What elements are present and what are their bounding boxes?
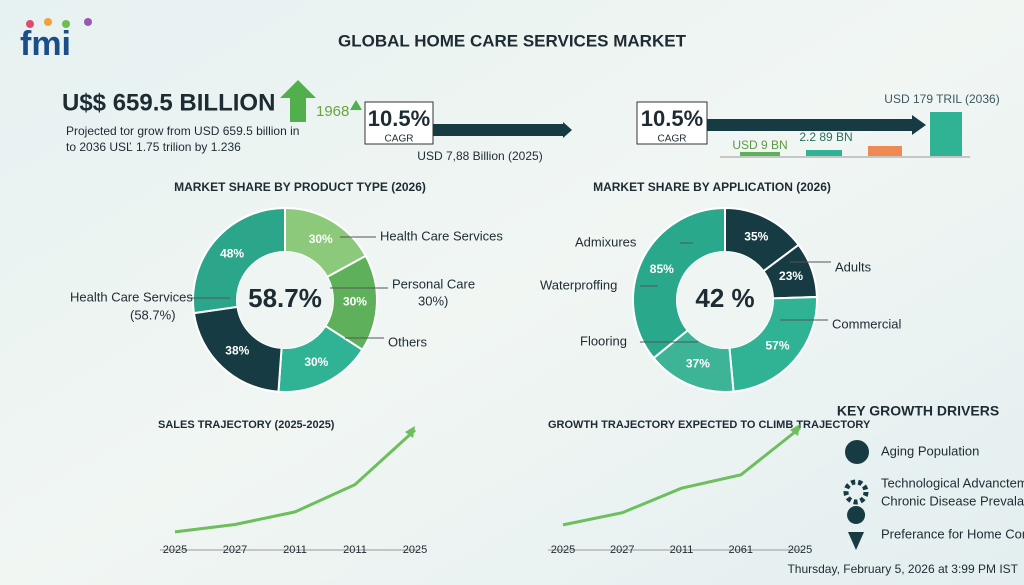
cagr-arrow bbox=[563, 122, 572, 138]
cagr-box bbox=[364, 101, 434, 145]
arrow-head bbox=[405, 426, 415, 438]
x-tick-label: 2011 bbox=[670, 544, 694, 556]
segment-label: 38% bbox=[225, 343, 249, 357]
small-arrow bbox=[350, 100, 362, 110]
x-tick-label: 2025 bbox=[163, 544, 187, 556]
cagr-label: CAGR bbox=[385, 134, 414, 145]
bar bbox=[740, 152, 780, 156]
center-label: 42 % bbox=[695, 283, 754, 313]
center-label: 58.7% bbox=[248, 283, 322, 313]
callout-label: Admixures bbox=[575, 234, 637, 249]
chart-title: MARKET SHARE BY APPLICATION (2026) bbox=[593, 180, 831, 194]
drivers-title: KEY GROWTH DRIVERS bbox=[837, 403, 999, 419]
footer: Thursday, February 5, 2026 at 3:99 PM IS… bbox=[787, 562, 1018, 576]
chart-title: GROWTH TRAJECTORY EXPECTED TO CLIMB TRAJ… bbox=[548, 419, 871, 431]
callout-label: Waterproffing bbox=[540, 277, 617, 292]
callout-label: Personal Care bbox=[392, 276, 475, 291]
up-arrow bbox=[280, 80, 316, 122]
page-title: GLOBAL HOME CARE SERVICES MARKET bbox=[338, 31, 687, 50]
description: Projected tor grow from USD 659.5 billio… bbox=[66, 124, 299, 138]
bar-label: 2.2 89 BN bbox=[799, 130, 852, 144]
segment-label: 37% bbox=[686, 357, 710, 371]
cagr-label: CAGR bbox=[658, 134, 687, 145]
logo-dot bbox=[44, 18, 52, 26]
x-tick-label: 2025 bbox=[788, 544, 812, 556]
top-label: USD 179 TRIL (2036) bbox=[884, 92, 999, 106]
callout-label: Health Care Services bbox=[380, 228, 503, 243]
logo-dot bbox=[84, 18, 92, 26]
bar bbox=[806, 150, 842, 156]
cagr-arrow bbox=[912, 115, 926, 135]
callout-label: 30%) bbox=[418, 293, 448, 308]
callout-label: Adults bbox=[835, 259, 872, 274]
segment-label: 85% bbox=[650, 262, 674, 276]
x-tick-label: 2061 bbox=[729, 544, 753, 556]
segment-label: 30% bbox=[304, 355, 328, 369]
segment-label: 57% bbox=[765, 338, 789, 352]
icon bbox=[845, 440, 869, 464]
logo: fmi bbox=[20, 25, 71, 63]
icon bbox=[843, 479, 869, 505]
x-tick-label: 2011 bbox=[343, 544, 367, 556]
x-tick-label: 2027 bbox=[610, 544, 634, 556]
callout-label: Others bbox=[388, 334, 428, 349]
description: to 2036 USĽ 1.75 trilion by 1.236 bbox=[66, 140, 241, 154]
bar bbox=[930, 112, 962, 156]
cagr-value: 10.5% bbox=[641, 106, 703, 131]
x-tick-label: 2025 bbox=[551, 544, 575, 556]
logo-dot bbox=[62, 20, 70, 28]
driver: Technological Advanctem bbox=[881, 475, 1024, 490]
segment-label: 30% bbox=[343, 295, 367, 309]
chart-title: SALES TRAJECTORY (2025-2025) bbox=[158, 419, 335, 431]
bar bbox=[868, 146, 902, 156]
x-tick-label: 2027 bbox=[223, 544, 247, 556]
icon bbox=[847, 506, 866, 550]
bar-label: USD 9 BN bbox=[732, 138, 787, 152]
segment-label: 23% bbox=[779, 269, 803, 283]
donut-hole bbox=[677, 252, 773, 348]
segment-label: 48% bbox=[220, 246, 244, 260]
logo-dot bbox=[26, 20, 34, 28]
driver: Aging Population bbox=[881, 443, 979, 458]
x-tick-label: 2025 bbox=[403, 544, 427, 556]
callout-label: Flooring bbox=[580, 333, 627, 348]
x-tick-label: 2011 bbox=[283, 544, 307, 556]
chart-title: MARKET SHARE BY PRODUCT TYPE (2026) bbox=[174, 180, 426, 194]
bar-caption: USD 7,88 Billion (2025) bbox=[417, 149, 542, 163]
arrow-head bbox=[790, 424, 800, 436]
driver: Chronic Disease Prevalanc bbox=[881, 493, 1024, 508]
driver: Preferance for Home Com bbox=[881, 526, 1024, 541]
cagr-box bbox=[636, 101, 708, 145]
cagr-bar bbox=[707, 119, 912, 131]
callout-label: Commercial bbox=[832, 316, 901, 331]
line bbox=[174, 428, 417, 534]
segment-label: 35% bbox=[744, 230, 768, 244]
callout-label: (58.7%) bbox=[130, 307, 176, 322]
callout-label: Health Care Services bbox=[70, 289, 193, 304]
cagr-bar bbox=[433, 124, 563, 136]
segment-label: 30% bbox=[309, 232, 333, 246]
arrow-label: 1968 bbox=[316, 103, 349, 120]
donut-hole bbox=[237, 252, 333, 348]
line bbox=[562, 426, 801, 527]
cagr-value: 10.5% bbox=[368, 106, 430, 131]
headline: U$$ 659.5 BILLION bbox=[62, 89, 275, 116]
charts: MARKET SHARE BY PRODUCT TYPE (2026) 30% 30… bbox=[70, 180, 901, 556]
